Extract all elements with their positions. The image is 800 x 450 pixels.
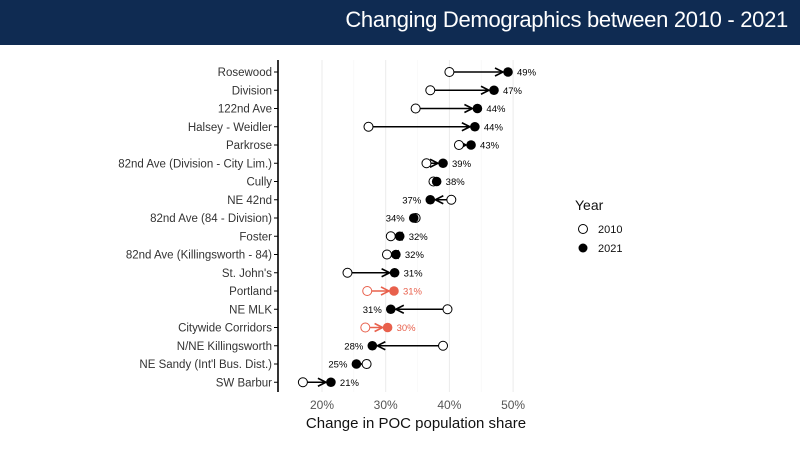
data-label: 49% xyxy=(517,68,537,79)
point-2021 xyxy=(472,103,483,114)
data-label: 28% xyxy=(344,341,364,352)
category-label: Parkrose xyxy=(226,140,272,152)
data-label: 31% xyxy=(404,268,424,279)
point-2021 xyxy=(389,267,400,278)
point-2010 xyxy=(453,140,464,150)
category-label: NE Sandy (Int'l Bus. Dist.) xyxy=(139,359,272,371)
x-axis-label: Change in POC population share xyxy=(306,415,526,432)
point-2010 xyxy=(361,359,372,369)
x-tick-label: 30% xyxy=(374,398,398,412)
point-2010 xyxy=(438,340,449,351)
point-2010 xyxy=(362,286,373,296)
legend-marker-2021 xyxy=(578,243,588,253)
point-2021 xyxy=(351,359,362,369)
point-2010 xyxy=(297,377,308,388)
point-2021 xyxy=(389,286,399,296)
point-2021 xyxy=(367,340,378,351)
point-2010 xyxy=(444,67,455,77)
data-label: 43% xyxy=(480,141,500,152)
data-label: 44% xyxy=(486,104,506,115)
category-label: Halsey - Weidler xyxy=(188,122,272,134)
category-label: St. John's xyxy=(222,268,272,280)
category-label: Division xyxy=(232,85,272,97)
legend-marker-2010 xyxy=(578,224,588,234)
data-label: 38% xyxy=(446,177,466,188)
point-2021 xyxy=(438,158,448,169)
point-2010 xyxy=(421,158,432,169)
category-label: SW Barbur xyxy=(216,377,272,389)
legend-title: Year xyxy=(575,197,604,213)
data-label: 21% xyxy=(340,378,360,389)
category-label: Rosewood xyxy=(218,67,272,79)
point-2021 xyxy=(466,140,476,150)
data-label: 37% xyxy=(402,195,422,206)
data-label: 30% xyxy=(397,323,417,334)
point-2010 xyxy=(360,322,371,333)
data-label: 32% xyxy=(405,250,425,261)
category-label: 82nd Ave (Killingsworth - 84) xyxy=(126,250,272,262)
point-2010 xyxy=(342,267,353,278)
point-2021 xyxy=(503,67,513,77)
data-label: 25% xyxy=(328,360,348,371)
data-label: 47% xyxy=(503,86,523,97)
category-label: 82nd Ave (Division - City Lim.) xyxy=(118,158,272,170)
point-2010 xyxy=(363,121,374,132)
title-bar: Changing Demographics between 2010 - 202… xyxy=(0,0,800,45)
category-label: Foster xyxy=(239,231,272,243)
category-label: 82nd Ave (84 - Division) xyxy=(150,213,272,225)
point-2010 xyxy=(446,194,457,205)
category-label: Portland xyxy=(229,286,272,298)
point-2010 xyxy=(385,231,396,242)
point-2021 xyxy=(326,377,336,388)
x-tick-label: 20% xyxy=(310,398,334,412)
x-tick-label: 50% xyxy=(501,398,525,412)
category-label: NE 42nd xyxy=(227,195,272,207)
point-2021 xyxy=(431,176,442,187)
category-label: N/NE Killingsworth xyxy=(177,341,272,353)
data-label: 31% xyxy=(403,287,423,298)
slide-title: Changing Demographics between 2010 - 202… xyxy=(345,7,788,32)
data-label: 44% xyxy=(484,122,504,133)
x-tick-label: 40% xyxy=(437,398,461,412)
point-2021 xyxy=(391,249,401,260)
point-2021 xyxy=(382,322,393,333)
point-2021 xyxy=(385,304,396,315)
category-label: NE MLK xyxy=(229,304,272,316)
legend-label-2021: 2021 xyxy=(598,243,622,255)
point-2010 xyxy=(410,103,421,114)
category-label: 122nd Ave xyxy=(218,104,272,116)
data-label: 39% xyxy=(452,159,472,170)
point-2021 xyxy=(470,121,480,132)
legend-label-2010: 2010 xyxy=(598,224,622,236)
data-label: 31% xyxy=(363,305,383,316)
category-label: Cully xyxy=(246,177,272,189)
point-2010 xyxy=(425,85,436,96)
category-label: Citywide Corridors xyxy=(178,323,272,335)
point-2021 xyxy=(408,213,419,223)
point-2010 xyxy=(442,304,453,315)
point-2021 xyxy=(489,85,499,96)
point-2010 xyxy=(381,249,392,260)
data-label: 32% xyxy=(409,232,429,243)
data-label: 34% xyxy=(386,214,406,225)
point-2021 xyxy=(394,231,405,242)
point-2021 xyxy=(425,194,436,205)
